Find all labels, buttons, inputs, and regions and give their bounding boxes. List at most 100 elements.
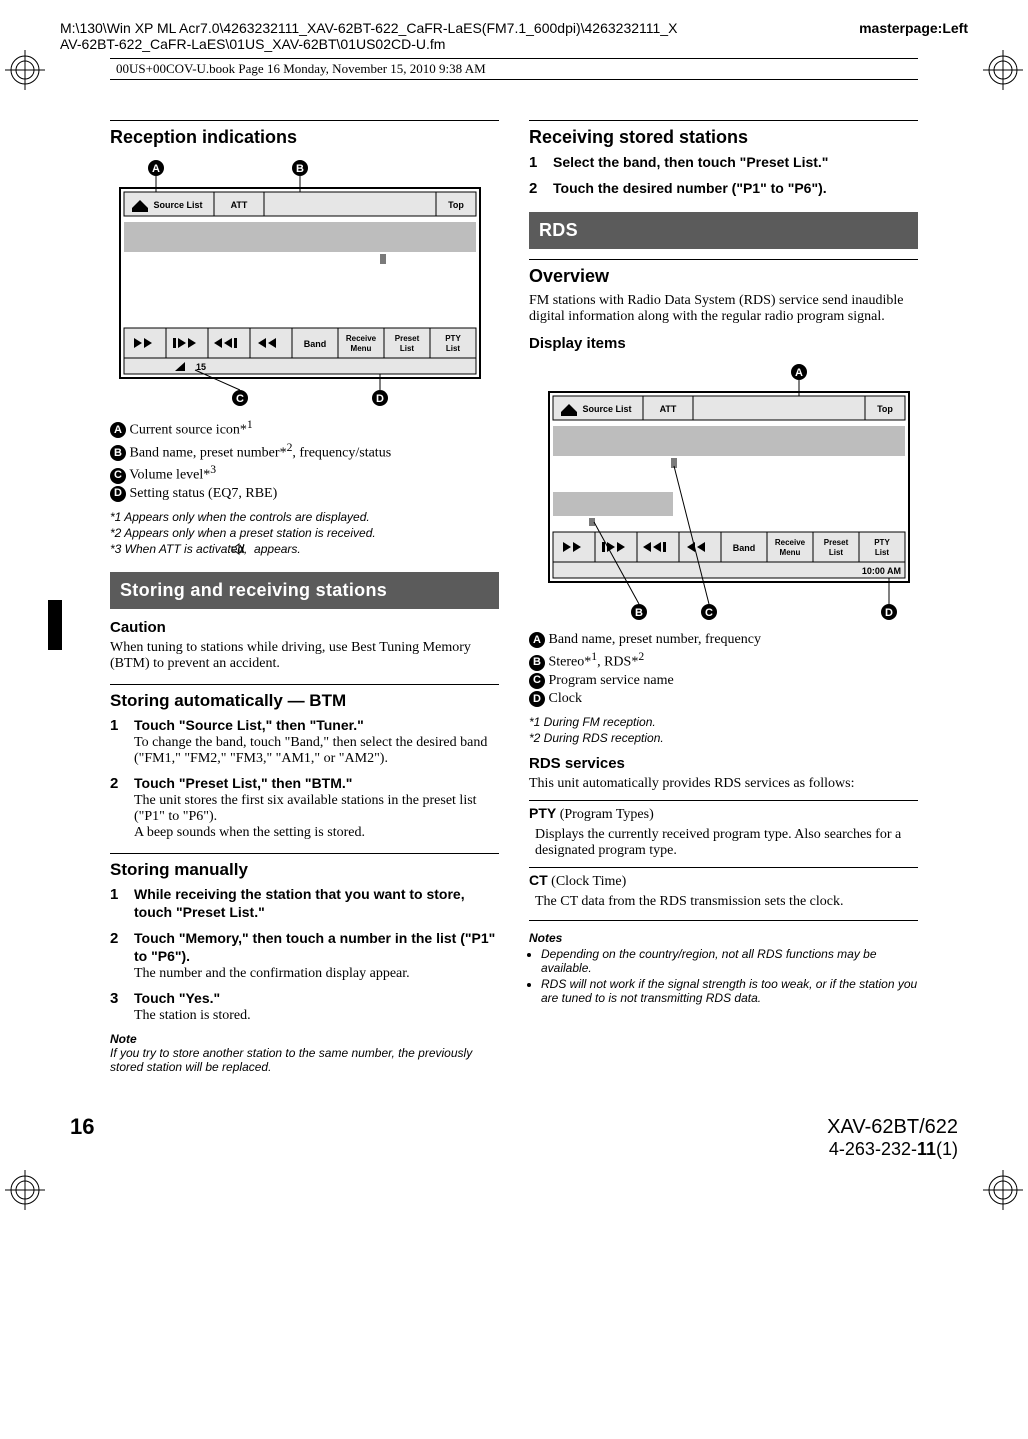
- pty-term: PTY (Program Types) Displays the current…: [529, 800, 918, 859]
- item-a: Current source icon*: [130, 423, 247, 438]
- label-c-icon: C: [529, 673, 545, 689]
- btm-step2-lead: Touch "Preset List," then "BTM.": [134, 775, 352, 791]
- footnote-2: *2 Appears only when a preset station is…: [110, 526, 499, 540]
- rds-display-diagram: A Source List ATT Top: [539, 362, 919, 622]
- storing-banner: Storing and receiving stations: [110, 572, 499, 609]
- man-step1-lead: While receiving the station that you wan…: [134, 886, 465, 920]
- item-c-sup: 3: [210, 463, 216, 476]
- man-step2-detail: The number and the confirmation display …: [134, 966, 410, 981]
- svg-text:Preset: Preset: [395, 334, 420, 343]
- step-number: 1: [529, 154, 543, 172]
- step-number: 1: [110, 717, 124, 767]
- label-b-icon: B: [529, 655, 545, 671]
- left-column: Reception indications A B: [110, 120, 499, 1080]
- svg-text:D: D: [376, 393, 384, 405]
- svg-text:Source List: Source List: [582, 404, 631, 414]
- footnote-1: *1 Appears only when the controls are di…: [110, 510, 499, 524]
- rds-item-list: A Band name, preset number, frequency B …: [529, 632, 918, 707]
- svg-text:PTY: PTY: [445, 334, 461, 343]
- pty-name: PTY: [529, 805, 556, 821]
- svg-text:B: B: [296, 163, 304, 175]
- svg-text:D: D: [885, 607, 893, 619]
- overview-body: FM stations with Radio Data System (RDS)…: [529, 293, 918, 325]
- footer-block: XAV-62BT/622 4-263-232-11(1): [827, 1116, 958, 1160]
- svg-text:15: 15: [196, 362, 206, 372]
- svg-text:Top: Top: [448, 200, 464, 210]
- recv-step2-lead: Touch the desired number ("P1" to "P6").: [553, 180, 827, 196]
- svg-text:Menu: Menu: [351, 344, 372, 353]
- rds-services-body: This unit automatically provides RDS ser…: [529, 776, 918, 792]
- recv-step1-lead: Select the band, then touch "Preset List…: [553, 154, 828, 170]
- svg-text:Receive: Receive: [775, 538, 806, 547]
- header-meta: M:\130\Win XP ML Acr7.0\4263232111_XAV-6…: [40, 20, 988, 52]
- step-number: 2: [529, 180, 543, 198]
- svg-text:Receive: Receive: [346, 334, 377, 343]
- item-b-2: , frequency/status: [292, 445, 391, 460]
- overview-heading: Overview: [529, 259, 918, 287]
- svg-text:List: List: [446, 344, 461, 353]
- part-number: 4-263-232-11(1): [827, 1139, 958, 1160]
- notes-list: Depending on the country/region, not all…: [529, 947, 918, 1005]
- btm-step1-detail: To change the band, touch "Band," then s…: [134, 735, 487, 766]
- label-a-icon: A: [529, 632, 545, 648]
- reception-item-list: A Current source icon*1 B Band name, pre…: [110, 418, 499, 502]
- rds-item-b-sup2: 2: [638, 650, 644, 663]
- rds-footnote-1: *1 During FM reception.: [529, 715, 918, 729]
- btm-step1-lead: Touch "Source List," then "Tuner.": [134, 717, 364, 733]
- caution-body: When tuning to stations while driving, u…: [110, 640, 499, 672]
- display-items-heading: Display items: [529, 335, 918, 352]
- svg-text:Band: Band: [733, 543, 756, 553]
- svg-text:List: List: [400, 344, 415, 353]
- svg-text:C: C: [236, 393, 244, 405]
- masterpage-label: masterpage:Left: [859, 20, 968, 52]
- book-line-text: 00US+00COV-U.book Page 16 Monday, Novemb…: [116, 61, 486, 76]
- svg-text:Source List: Source List: [153, 200, 202, 210]
- pty-paren: (Program Types): [556, 807, 654, 822]
- label-d-icon: D: [529, 691, 545, 707]
- reception-display-diagram: A B Source List ATT Top: [110, 158, 490, 408]
- btm-step2-detail: The unit stores the first six available …: [134, 793, 477, 840]
- svg-text:ATT: ATT: [660, 404, 677, 414]
- notes-item-2: RDS will not work if the signal strength…: [541, 977, 918, 1005]
- note-heading: Note: [110, 1032, 499, 1046]
- svg-text:List: List: [875, 548, 890, 557]
- svg-text:Preset: Preset: [824, 538, 849, 547]
- caution-heading: Caution: [110, 619, 499, 636]
- label-b-icon: B: [110, 445, 126, 461]
- svg-text:Top: Top: [877, 404, 893, 414]
- rds-services-heading: RDS services: [529, 755, 918, 772]
- page: M:\130\Win XP ML Acr7.0\4263232111_XAV-6…: [0, 0, 1028, 1220]
- rds-banner: RDS: [529, 212, 918, 249]
- man-step3-detail: The station is stored.: [134, 1008, 251, 1023]
- pty-body: Displays the currently received program …: [529, 827, 918, 859]
- label-c-icon: C: [110, 468, 126, 484]
- svg-text:10:00 AM: 10:00 AM: [862, 566, 901, 576]
- notes-heading: Notes: [529, 931, 918, 945]
- book-info-bar: 00US+00COV-U.book Page 16 Monday, Novemb…: [40, 58, 988, 80]
- rds-item-d: Clock: [549, 691, 582, 706]
- rds-footnote-2: *2 During RDS reception.: [529, 731, 918, 745]
- ct-body: The CT data from the RDS transmission se…: [529, 894, 918, 910]
- tab-mark: [48, 600, 62, 650]
- label-a-icon: A: [110, 422, 126, 438]
- rds-item-c: Program service name: [549, 673, 674, 688]
- reception-heading: Reception indications: [110, 120, 499, 148]
- svg-text:ATT: ATT: [231, 200, 248, 210]
- svg-text:A: A: [152, 163, 160, 175]
- rds-item-b1: Stereo*: [549, 655, 592, 670]
- crop-mark-bl: [5, 1170, 45, 1210]
- step-number: 2: [110, 930, 124, 982]
- svg-text:A: A: [795, 367, 803, 379]
- crop-mark-tl: [5, 50, 45, 90]
- label-d-icon: D: [110, 486, 126, 502]
- ct-paren: (Clock Time): [548, 874, 627, 889]
- rds-item-a: Band name, preset number, frequency: [549, 632, 761, 647]
- svg-text:PTY: PTY: [874, 538, 890, 547]
- svg-text:C: C: [705, 607, 713, 619]
- file-path: M:\130\Win XP ML Acr7.0\4263232111_XAV-6…: [60, 20, 680, 52]
- item-a-sup: 1: [247, 418, 253, 431]
- svg-text:Menu: Menu: [780, 548, 801, 557]
- rds-item-b2: , RDS*: [597, 655, 638, 670]
- svg-text:List: List: [829, 548, 844, 557]
- svg-text:Band: Band: [304, 339, 327, 349]
